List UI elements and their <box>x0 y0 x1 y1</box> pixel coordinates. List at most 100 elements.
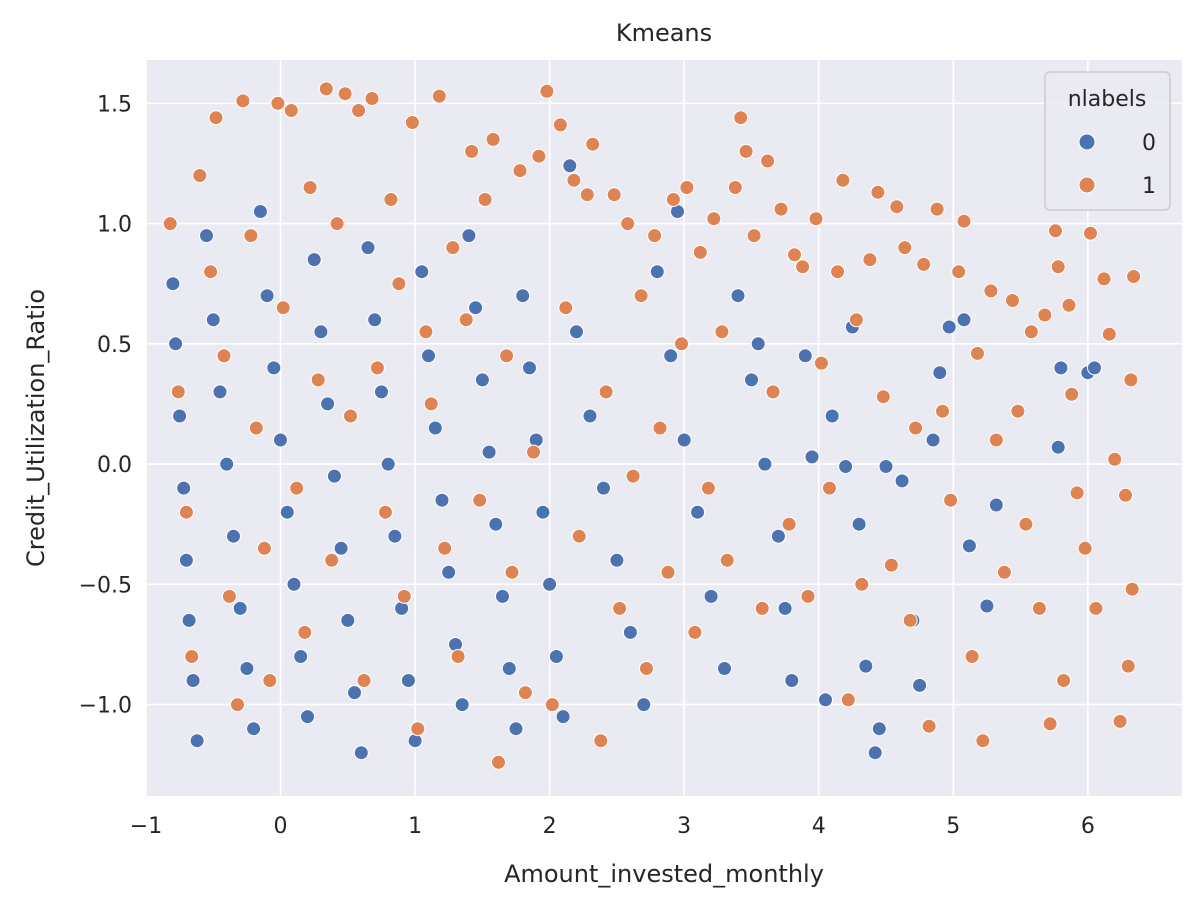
scatter-point-label-1 <box>1107 451 1123 467</box>
x-tick-label: 4 <box>812 814 826 839</box>
scatter-point-label-1 <box>162 216 178 232</box>
scatter-point-label-0 <box>246 721 262 737</box>
scatter-point-label-1 <box>329 216 345 232</box>
scatter-point-label-0 <box>178 552 194 568</box>
scatter-point-label-1 <box>996 564 1012 580</box>
scatter-point-label-1 <box>1088 600 1104 616</box>
y-tick-label: −0.5 <box>79 573 132 598</box>
scatter-point-label-0 <box>454 697 470 713</box>
scatter-point-label-1 <box>674 336 689 352</box>
chart-title: Kmeans <box>616 19 712 47</box>
scatter-point-label-0 <box>313 324 329 340</box>
scatter-point-label-0 <box>797 348 813 364</box>
scatter-point-label-1 <box>437 540 453 556</box>
scatter-point-label-1 <box>464 143 480 159</box>
scatter-point-label-1 <box>566 172 582 188</box>
scatter-point-label-1 <box>270 95 286 111</box>
scatter-point-label-1 <box>445 240 461 256</box>
y-tick-label: 0.0 <box>97 453 132 478</box>
scatter-point-label-1 <box>404 115 420 130</box>
scatter-point-label-1 <box>714 324 730 340</box>
scatter-point-label-1 <box>275 300 291 316</box>
scatter-point-label-0 <box>199 228 214 244</box>
scatter-point-label-1 <box>235 93 251 109</box>
scatter-point-label-0 <box>320 396 336 412</box>
scatter-point-label-1 <box>633 288 649 304</box>
scatter-point-label-0 <box>239 661 255 676</box>
legend: nlabels 01 <box>1044 71 1171 211</box>
scatter-point-label-1 <box>1124 581 1140 597</box>
scatter-point-label-0 <box>956 312 972 328</box>
scatter-point-label-1 <box>1069 485 1085 501</box>
scatter-point-label-0 <box>212 384 228 400</box>
scatter-point-label-0 <box>189 733 205 749</box>
scatter-point-label-0 <box>676 432 692 448</box>
scatter-point-label-1 <box>612 600 628 616</box>
scatter-point-label-0 <box>293 649 309 664</box>
scatter-point-label-1 <box>1096 271 1112 287</box>
scatter-point-label-1 <box>916 256 932 272</box>
scatter-point-label-1 <box>383 192 399 207</box>
scatter-point-label-1 <box>1056 673 1072 688</box>
scatter-point-label-0 <box>622 624 638 640</box>
scatter-point-label-1 <box>579 187 595 203</box>
scatter-point-label-1 <box>951 264 967 280</box>
scatter-point-label-0 <box>528 432 544 448</box>
scatter-point-label-0 <box>925 432 941 448</box>
scatter-point-label-0 <box>535 504 551 520</box>
scatter-point-label-0 <box>569 324 584 340</box>
y-tick-label: 1.5 <box>97 92 132 117</box>
scatter-point-label-1 <box>639 661 654 676</box>
scatter-point-label-1 <box>472 492 488 508</box>
scatter-point-label-0 <box>266 360 282 376</box>
scatter-point-label-0 <box>757 456 773 472</box>
y-tick-labels: −1.0 −0.5 0.0 0.5 1.0 1.5 <box>79 92 132 718</box>
scatter-point-label-0 <box>259 288 275 304</box>
scatter-point-label-1 <box>956 213 972 229</box>
legend-marker-0 <box>1078 133 1096 151</box>
scatter-point-label-1 <box>458 312 474 328</box>
scatter-point-label-0 <box>232 600 248 616</box>
scatter-point-label-0 <box>300 709 315 725</box>
scatter-point-label-1 <box>1061 297 1077 313</box>
scatter-point-label-0 <box>306 252 322 268</box>
scatter-point-label-0 <box>555 709 571 725</box>
scatter-point-label-0 <box>730 288 746 304</box>
legend-marker-1 <box>1078 176 1096 194</box>
scatter-point-label-0 <box>912 677 928 693</box>
scatter-point-label-1 <box>539 83 555 99</box>
scatter-point-label-1 <box>687 624 703 640</box>
scatter-point-label-0 <box>961 538 977 554</box>
scatter-point-label-1 <box>1050 259 1066 275</box>
scatter-point-label-1 <box>652 420 668 436</box>
scatter-point-label-1 <box>364 91 380 106</box>
scatter-point-label-0 <box>894 473 910 489</box>
scatter-point-label-0 <box>703 588 719 604</box>
scatter-point-label-1 <box>830 264 846 280</box>
scatter-point-label-0 <box>932 365 948 381</box>
scatter-point-label-1 <box>1101 326 1117 342</box>
scatter-point-label-1 <box>391 276 407 292</box>
scatter-point-label-1 <box>679 180 695 195</box>
scatter-point-label-0 <box>1053 360 1069 376</box>
scatter-point-label-1 <box>351 103 367 118</box>
scatter-point-label-1 <box>450 649 466 664</box>
scatter-point-label-0 <box>387 528 403 544</box>
scatter-point-label-1 <box>897 240 913 256</box>
scatter-point-label-0 <box>858 658 874 674</box>
scatter-point-label-1 <box>840 692 856 708</box>
scatter-point-label-1 <box>795 259 811 275</box>
scatter-point-label-0 <box>562 158 578 174</box>
scatter-point-label-0 <box>867 745 883 761</box>
scatter-point-label-0 <box>777 600 793 616</box>
scatter-point-label-1 <box>1120 658 1136 674</box>
scatter-point-label-1 <box>1005 293 1020 308</box>
scatter-point-label-1 <box>230 697 245 713</box>
scatter-point-label-0 <box>770 528 786 544</box>
scatter-point-label-0 <box>522 360 537 376</box>
scatter-point-label-0 <box>205 312 221 328</box>
scatter-point-label-0 <box>515 288 531 304</box>
scatter-point-label-1 <box>746 228 762 244</box>
x-tick-label: 2 <box>543 814 557 839</box>
